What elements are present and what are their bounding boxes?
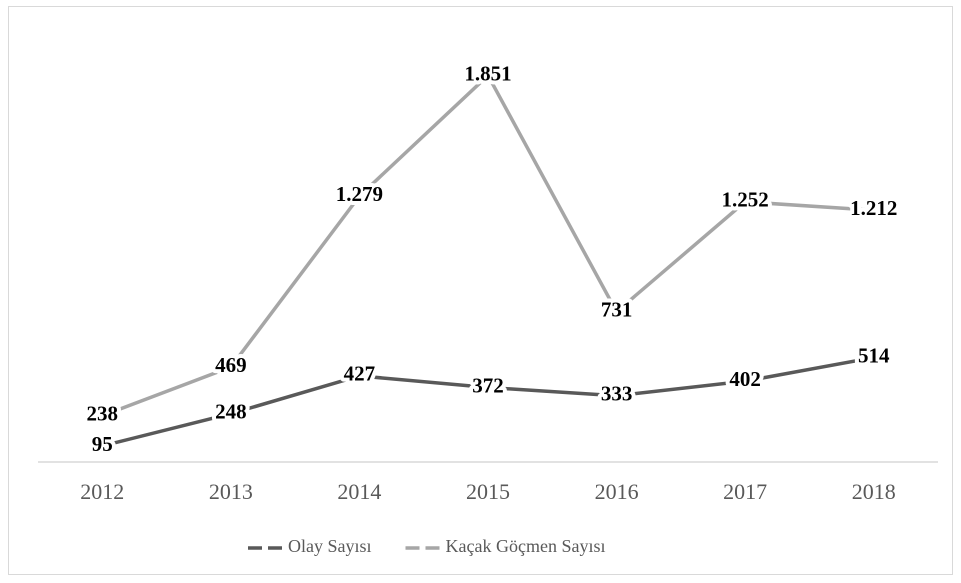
x-tick-label: 2012 (80, 479, 124, 504)
line-series (101, 72, 874, 418)
data-label: 1.279 (336, 182, 383, 206)
legend-label: Olay Sayısı (288, 536, 372, 556)
x-tick-label: 2015 (466, 479, 510, 504)
data-label: 427 (344, 362, 376, 386)
data-label: 731 (601, 298, 633, 322)
data-label: 1.252 (722, 188, 769, 212)
data-label: 402 (729, 367, 761, 391)
x-tick-label: 2018 (852, 479, 896, 504)
x-tick-label: 2016 (595, 479, 639, 504)
data-label: 1.851 (464, 61, 511, 85)
line-series (101, 355, 875, 448)
legend-label: Kaçak Göçmen Sayısı (446, 536, 606, 556)
chart-border (8, 6, 953, 575)
x-tick-label: 2017 (723, 479, 767, 504)
data-label: 1.212 (850, 196, 897, 220)
data-label: 95 (92, 432, 113, 456)
data-label: 333 (601, 382, 633, 406)
x-tick-label: 2013 (209, 479, 253, 504)
data-label: 514 (858, 343, 890, 367)
data-label: 248 (215, 399, 247, 423)
x-tick-label: 2014 (337, 479, 381, 504)
data-label: 372 (472, 373, 504, 397)
data-label: 238 (87, 402, 119, 426)
data-label: 469 (215, 353, 247, 377)
